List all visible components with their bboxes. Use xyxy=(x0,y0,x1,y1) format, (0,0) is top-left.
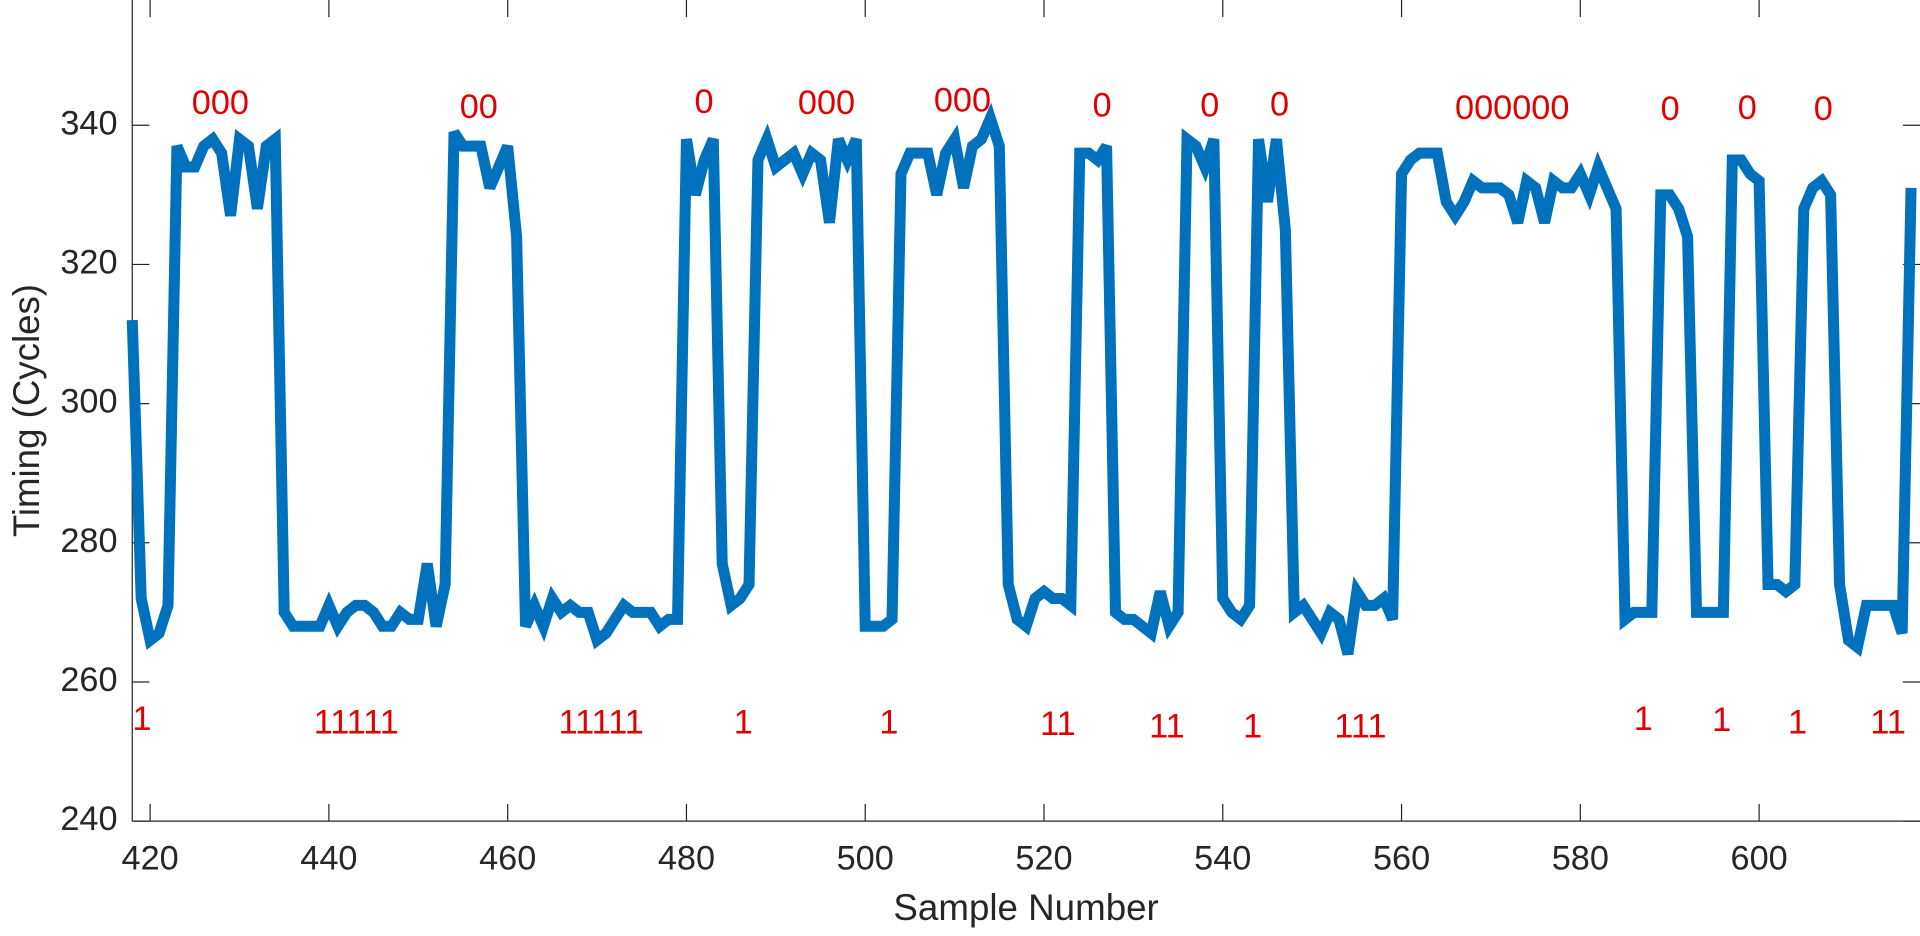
data-line xyxy=(126,102,1917,657)
annotation: 0 xyxy=(1093,87,1112,125)
x-tick-label: 420 xyxy=(122,839,179,877)
annotation: 000 xyxy=(798,84,855,122)
annotation: 0 xyxy=(1200,87,1219,125)
annotation: 11111 xyxy=(314,704,399,742)
x-tick-label: 560 xyxy=(1373,839,1430,877)
annotation: 0 xyxy=(1738,89,1757,127)
annotation: 11111 xyxy=(559,704,644,742)
annotation: 0 xyxy=(1270,85,1289,123)
x-tick-label: 520 xyxy=(1015,839,1072,877)
x-tick-label: 580 xyxy=(1552,839,1609,877)
annotation: 1 xyxy=(133,700,152,738)
annotation: 1 xyxy=(1243,707,1262,745)
annotation: 0 xyxy=(1814,90,1833,128)
y-tick-label: 300 xyxy=(60,383,117,421)
annotation: 0 xyxy=(695,83,714,121)
annotation: 000 xyxy=(192,84,249,122)
x-tick-label: 440 xyxy=(300,839,357,877)
y-axis-label: Timing (Cycles) xyxy=(6,284,47,537)
annotation: 000 xyxy=(934,82,991,120)
x-tick-label: 480 xyxy=(658,839,715,877)
annotation: 11 xyxy=(1870,704,1906,742)
annotation: 1 xyxy=(1788,704,1807,742)
y-tick-label: 260 xyxy=(60,661,117,699)
annotation: 11 xyxy=(1040,705,1076,743)
x-tick-label: 600 xyxy=(1731,839,1788,877)
annotation: 1 xyxy=(879,704,898,742)
annotation: 11 xyxy=(1149,707,1185,745)
y-tick-label: 280 xyxy=(60,522,117,560)
y-tick-label: 320 xyxy=(60,244,117,282)
x-tick-label: 500 xyxy=(837,839,894,877)
annotation: 1 xyxy=(734,704,753,742)
y-tick-label: 340 xyxy=(60,104,117,142)
x-tick-label: 540 xyxy=(1194,839,1251,877)
annotation: 0 xyxy=(1661,90,1680,128)
annotation: 00 xyxy=(460,88,498,126)
annotation: 1 xyxy=(1634,700,1653,738)
annotation: 000000 xyxy=(1455,89,1569,127)
annotation: 111 xyxy=(1334,707,1386,745)
x-tick-label: 460 xyxy=(479,839,536,877)
y-tick-label: 240 xyxy=(60,800,117,838)
x-axis-label: Sample Number xyxy=(893,887,1158,928)
annotation: 1 xyxy=(1712,701,1731,739)
